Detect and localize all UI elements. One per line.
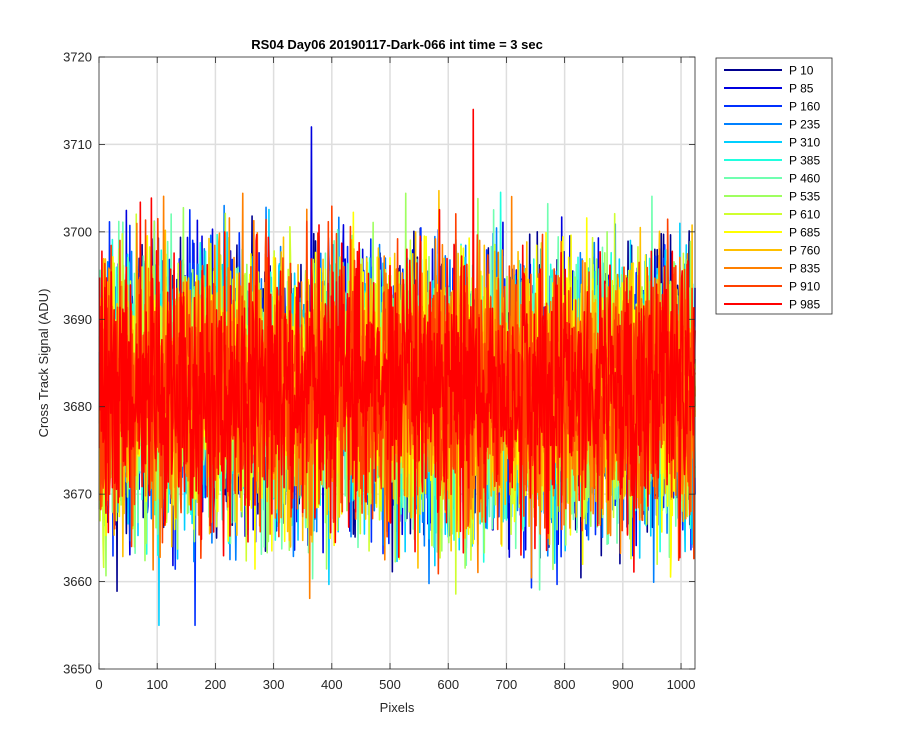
legend-entry: P 160	[789, 100, 820, 114]
legend-entry: P 535	[789, 190, 820, 204]
axes-frame	[98, 56, 696, 670]
legend-box	[715, 57, 833, 315]
y-tick-label: 3670	[63, 487, 92, 502]
x-tick-label: 0	[95, 677, 102, 692]
y-axis-label: Cross Track Signal (ADU)	[36, 289, 51, 438]
legend-entry: P 685	[789, 226, 820, 240]
legend-entry: P 835	[789, 262, 820, 276]
x-tick-label: 600	[437, 677, 459, 692]
legend-entry: P 460	[789, 172, 820, 186]
x-tick-label: 200	[205, 677, 227, 692]
y-tick-label: 3710	[63, 137, 92, 152]
x-tick-label: 500	[379, 677, 401, 692]
y-tick-label: 3700	[63, 224, 92, 239]
x-tick-label: 700	[496, 677, 518, 692]
y-tick-label: 3650	[63, 662, 92, 677]
x-tick-label: 900	[612, 677, 634, 692]
legend-entry: P 610	[789, 208, 820, 222]
y-tick-label: 3690	[63, 312, 92, 327]
y-tick-label: 3660	[63, 574, 92, 589]
legend: P 10 P 85 P 160 P 235 P 310 P 385 P 460 P 535 P …	[715, 57, 833, 315]
legend-entry: P 10	[789, 64, 814, 78]
series-lines	[98, 108, 696, 627]
x-tick-label: 400	[321, 677, 343, 692]
x-tick-label: 1000	[667, 677, 696, 692]
legend-entry: P 910	[789, 280, 820, 294]
legend-entry: P 235	[789, 118, 820, 132]
legend-entry: P 385	[789, 154, 820, 168]
x-tick-label: 300	[263, 677, 285, 692]
legend-entry: P 760	[789, 244, 820, 258]
legend-entry: P 985	[789, 298, 820, 312]
x-tick-label: 800	[554, 677, 576, 692]
x-tick-label: 100	[146, 677, 168, 692]
axis-ticks: 0 100 200 300 400 500 600 700 800 900 1000 3650 3660…	[63, 50, 695, 693]
y-tick-label: 3720	[63, 50, 92, 65]
chart-title: RS04 Day06 20190117-Dark-066 int time = …	[251, 37, 543, 52]
legend-entry: P 310	[789, 136, 820, 150]
legend-entry: P 85	[789, 82, 814, 96]
series-line-p-985	[98, 108, 696, 573]
y-tick-label: 3680	[63, 399, 92, 414]
x-axis-label: Pixels	[380, 700, 415, 715]
